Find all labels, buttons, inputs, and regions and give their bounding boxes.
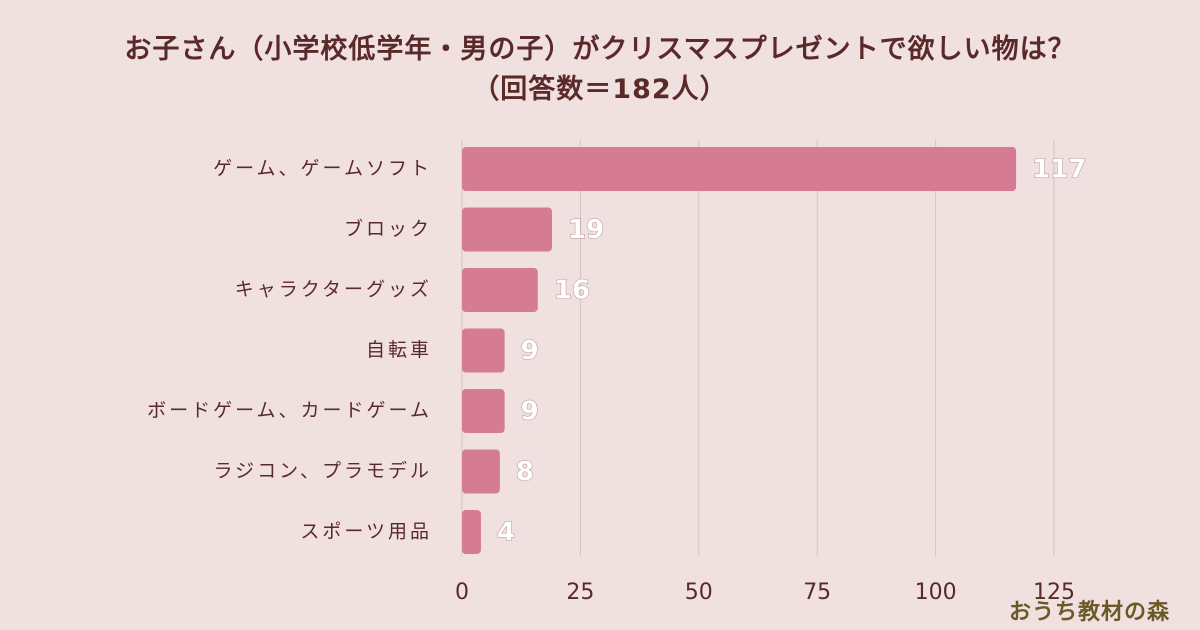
- x-tick-label-100: 100: [915, 580, 957, 605]
- value-label-5: 8: [516, 457, 534, 487]
- bar-3: [462, 328, 505, 373]
- value-label-3: 9: [521, 336, 539, 366]
- value-label-6: 4: [497, 518, 515, 548]
- category-label-5: ラジコン、プラモデル: [214, 460, 432, 482]
- bar-2: [462, 268, 538, 312]
- bar-6: [462, 510, 481, 554]
- value-label-1: 19: [568, 215, 604, 245]
- bar-5: [462, 449, 500, 494]
- x-tick-label-0: 0: [455, 580, 469, 605]
- site-logo: おうち教材の森: [1008, 600, 1170, 625]
- x-tick-label-25: 25: [566, 580, 594, 605]
- chart-title: お子さん（小学校低学年・男の子）がクリスマスプレゼントで欲しい物は？ （回答数＝…: [0, 30, 1200, 110]
- x-tick-label-125: 125: [1033, 580, 1075, 605]
- category-label-4: ボードゲーム、カードゲーム: [147, 400, 432, 422]
- category-label-1: ブロック: [344, 217, 432, 240]
- category-label-6: スポーツ用品: [300, 521, 432, 543]
- title-line-1: お子さん（小学校低学年・男の子）がクリスマスプレゼントで欲しい物は？: [124, 34, 1076, 65]
- x-tick-label-50: 50: [685, 580, 713, 605]
- bar-0: [462, 147, 1017, 191]
- category-label-3: 自転車: [366, 339, 432, 361]
- category-label-2: キャラクターグッズ: [235, 279, 432, 301]
- value-label-2: 16: [554, 276, 590, 306]
- title-line-2: （回答数＝182人）: [472, 74, 728, 105]
- bar-1: [462, 207, 552, 252]
- bar-4: [462, 389, 505, 433]
- category-label-0: ゲーム、ゲームソフト: [213, 158, 432, 180]
- value-label-0: 117: [1032, 155, 1086, 185]
- value-label-4: 9: [521, 397, 539, 427]
- x-tick-label-75: 75: [803, 580, 831, 605]
